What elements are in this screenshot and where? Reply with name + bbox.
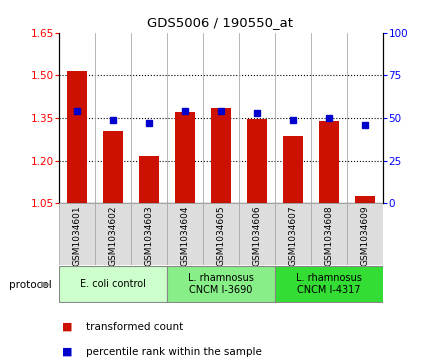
Bar [167, 266, 275, 302]
Text: ►: ► [41, 278, 51, 291]
Text: ■: ■ [62, 347, 72, 357]
Bar [347, 203, 383, 265]
Bar [131, 203, 167, 265]
Text: GDS5006 / 190550_at: GDS5006 / 190550_at [147, 16, 293, 29]
Text: GSM1034609: GSM1034609 [360, 206, 369, 266]
Text: GSM1034605: GSM1034605 [216, 206, 226, 266]
Bar [67, 71, 87, 203]
Text: GSM1034602: GSM1034602 [109, 206, 118, 266]
Bar [355, 196, 375, 203]
Bar [167, 203, 203, 265]
Text: GSM1034603: GSM1034603 [145, 206, 154, 266]
Bar [203, 203, 239, 265]
Text: L. rhamnosus
CNCM I-3690: L. rhamnosus CNCM I-3690 [188, 273, 254, 295]
Bar [319, 121, 339, 203]
Text: percentile rank within the sample: percentile rank within the sample [86, 347, 262, 357]
Bar [95, 203, 131, 265]
Text: GSM1034606: GSM1034606 [253, 206, 261, 266]
Text: L. rhamnosus
CNCM I-4317: L. rhamnosus CNCM I-4317 [296, 273, 362, 295]
Text: GSM1034601: GSM1034601 [73, 206, 82, 266]
Bar [275, 203, 311, 265]
Text: GSM1034607: GSM1034607 [289, 206, 297, 266]
Bar [139, 156, 159, 203]
Text: GSM1034608: GSM1034608 [324, 206, 334, 266]
Text: E. coli control: E. coli control [81, 279, 146, 289]
Bar [211, 108, 231, 203]
Bar [283, 136, 303, 203]
Bar [311, 203, 347, 265]
Bar [59, 266, 167, 302]
Bar [59, 203, 95, 265]
Text: protocol: protocol [9, 280, 51, 290]
Text: ■: ■ [62, 322, 72, 332]
Bar [275, 266, 383, 302]
Bar [247, 119, 267, 203]
Text: GSM1034604: GSM1034604 [181, 206, 190, 266]
Bar [103, 131, 123, 203]
Bar [175, 112, 195, 203]
Bar [239, 203, 275, 265]
Text: transformed count: transformed count [86, 322, 183, 332]
